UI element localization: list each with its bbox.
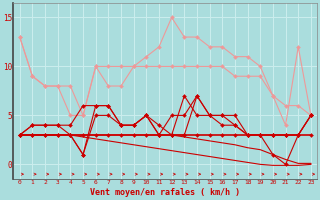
X-axis label: Vent moyen/en rafales ( km/h ): Vent moyen/en rafales ( km/h ) <box>90 188 240 197</box>
